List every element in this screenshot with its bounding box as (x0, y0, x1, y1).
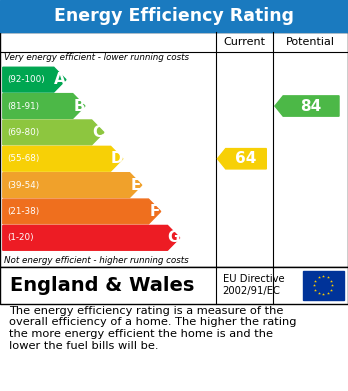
Polygon shape (218, 149, 266, 169)
Text: F: F (150, 204, 160, 219)
Polygon shape (3, 199, 161, 224)
Bar (0, 32, 348, 267)
Text: (21-38): (21-38) (7, 207, 39, 216)
Text: C: C (93, 125, 104, 140)
Text: (1-20): (1-20) (7, 233, 34, 242)
Text: 64: 64 (235, 151, 256, 166)
Text: EU Directive
2002/91/EC: EU Directive 2002/91/EC (223, 274, 284, 296)
Polygon shape (3, 173, 142, 197)
Text: (39-54): (39-54) (7, 181, 39, 190)
Bar (0, 267, 348, 304)
Bar (0, 0, 348, 32)
Text: E: E (131, 178, 141, 193)
Text: Potential: Potential (286, 37, 335, 47)
Polygon shape (3, 226, 180, 250)
Text: G: G (167, 230, 180, 245)
Polygon shape (275, 96, 339, 116)
Polygon shape (3, 67, 66, 92)
Text: (81-91): (81-91) (7, 102, 39, 111)
Text: Energy Efficiency Rating: Energy Efficiency Rating (54, 7, 294, 25)
Text: (92-100): (92-100) (7, 75, 45, 84)
Polygon shape (3, 120, 104, 145)
Bar (303, 271, 344, 300)
Text: The energy efficiency rating is a measure of the
overall efficiency of a home. T: The energy efficiency rating is a measur… (9, 306, 296, 351)
Text: D: D (111, 151, 123, 166)
Polygon shape (3, 93, 85, 118)
Text: Very energy efficient - lower running costs: Very energy efficient - lower running co… (4, 53, 189, 62)
Text: Current: Current (223, 37, 266, 47)
Text: A: A (54, 72, 66, 87)
Text: B: B (73, 99, 85, 113)
Text: England & Wales: England & Wales (10, 276, 195, 295)
Text: (69-80): (69-80) (7, 128, 39, 137)
Text: (55-68): (55-68) (7, 154, 39, 163)
Text: 84: 84 (300, 99, 321, 113)
Polygon shape (3, 146, 123, 171)
Text: Not energy efficient - higher running costs: Not energy efficient - higher running co… (4, 256, 189, 265)
